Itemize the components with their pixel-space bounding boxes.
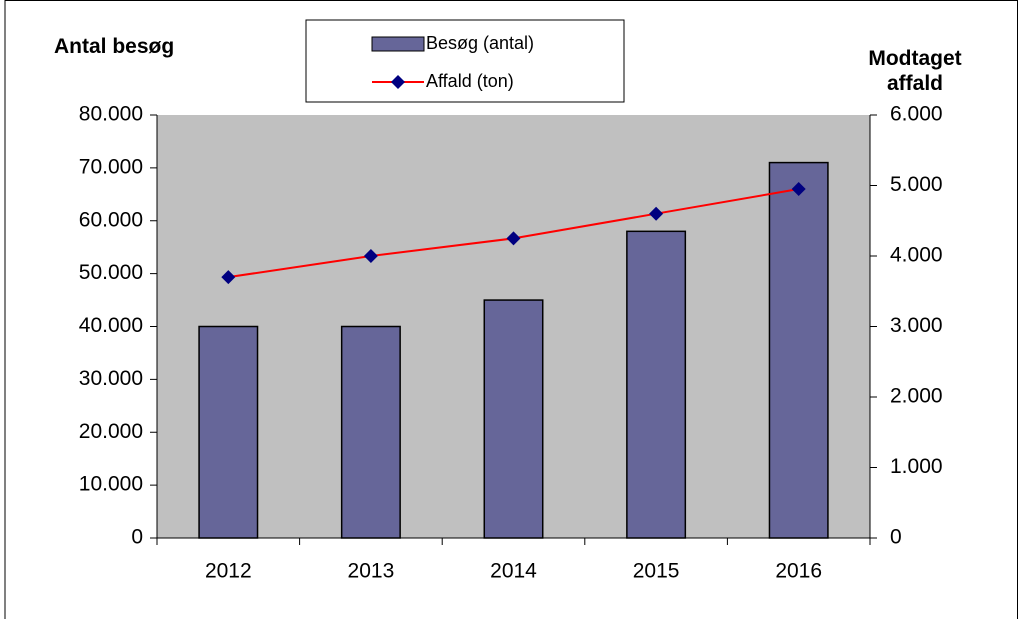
y-tick-label: 80.000: [79, 103, 143, 126]
x-tick-label: 2013: [348, 560, 395, 583]
marker: [649, 206, 664, 221]
y-tick-label: 0: [131, 526, 143, 549]
x-tick-label: 2014: [490, 560, 537, 583]
y2-tick-label: 3.000: [890, 314, 943, 337]
y-tick-label: 40.000: [79, 314, 143, 337]
legend-box: [305, 19, 625, 103]
x-tick-label: 2016: [775, 560, 822, 583]
bar: [198, 325, 259, 539]
y-tick-label: 50.000: [79, 261, 143, 284]
legend-marker: [391, 75, 405, 89]
y2-tick-label: 0: [890, 526, 902, 549]
legend-swatch: [371, 36, 425, 52]
y2-tick-label: 1.000: [890, 455, 943, 478]
y-axis-label: Antal besøg: [54, 35, 175, 58]
legend-label: Affald (ton): [426, 71, 514, 91]
bar: [768, 161, 829, 539]
y-tick-label: 10.000: [79, 473, 143, 496]
chart-frame: [4, 0, 1018, 619]
y2-tick-label: 2.000: [890, 385, 943, 408]
marker: [791, 182, 806, 197]
bar: [483, 299, 544, 539]
x-tick-label: 2015: [633, 560, 680, 583]
y-tick-label: 20.000: [79, 420, 143, 443]
bar: [340, 325, 401, 539]
bar: [626, 230, 687, 539]
y2-tick-label: 6.000: [890, 103, 943, 126]
marker: [221, 270, 236, 285]
y2-axis-label: Modtaget affald: [868, 47, 962, 95]
y2-tick-label: 4.000: [890, 244, 943, 267]
y2-tick-label: 5.000: [890, 173, 943, 196]
y-tick-label: 60.000: [79, 208, 143, 231]
legend-label: Besøg (antal): [426, 33, 534, 53]
y-tick-label: 70.000: [79, 155, 143, 178]
marker: [363, 249, 378, 263]
marker: [506, 231, 521, 246]
x-tick-label: 2012: [205, 560, 252, 583]
y-tick-label: 30.000: [79, 367, 143, 390]
